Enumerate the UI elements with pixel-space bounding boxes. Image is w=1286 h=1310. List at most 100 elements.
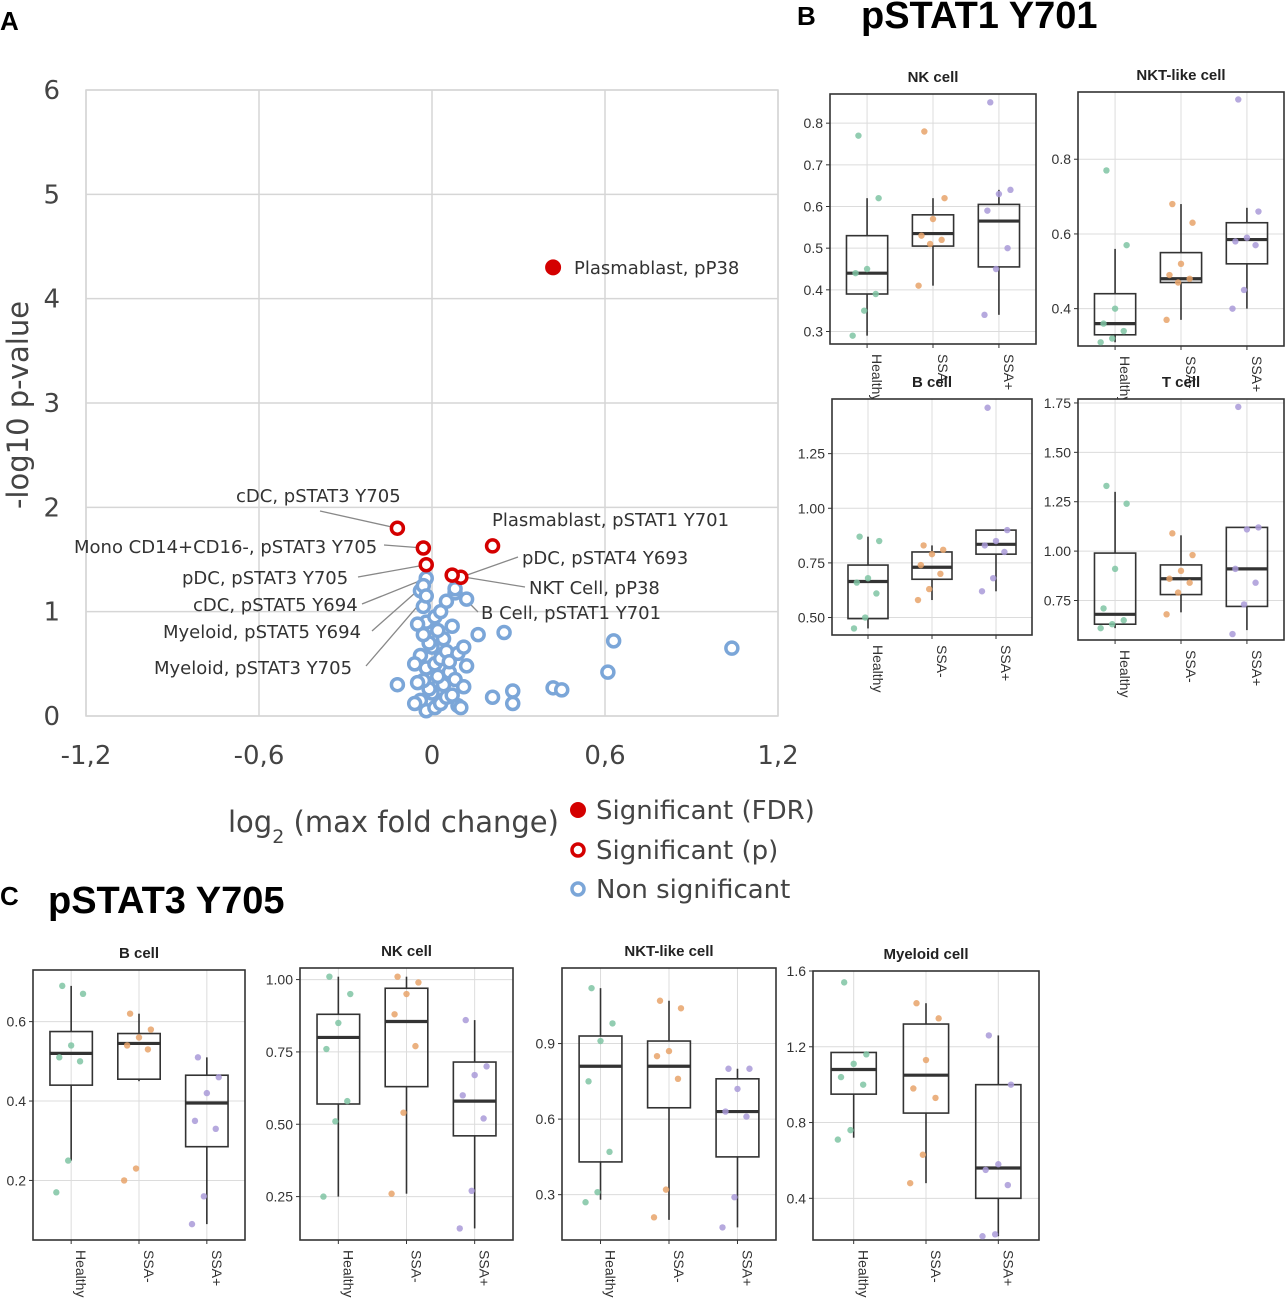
legend-marker-fdr	[570, 802, 586, 818]
volcano-legend: Significant (FDR) Significant (p) Non sign…	[570, 796, 815, 905]
boxplot-point	[323, 1045, 330, 1053]
boxplot-point	[847, 1126, 854, 1134]
volcano-point-label: Mono CD14+CD16-, pSTAT3 Y705	[74, 537, 377, 558]
volcano-point	[458, 591, 475, 607]
boxplot-y-tick-label: 0.4	[7, 1093, 27, 1109]
volcano-point-label: B Cell, pSTAT1 Y701	[481, 603, 661, 624]
panel-c-title: pSTAT3 Y705	[48, 880, 285, 922]
boxplot-point	[855, 132, 862, 139]
boxplot-x-tick-label: Healthy	[73, 1250, 89, 1297]
boxplot-point	[922, 1056, 930, 1064]
boxplot-point	[1252, 241, 1259, 249]
boxplot-point	[347, 990, 354, 998]
boxplot-y-tick-label: 0.4	[804, 282, 824, 298]
boxplot-title: NK cell	[908, 69, 959, 86]
boxplot-point	[1120, 617, 1127, 624]
volcano-point	[444, 618, 460, 635]
boxplot-x-tick-label: SSA+	[1249, 356, 1265, 392]
boxplot-point	[734, 1085, 741, 1093]
volcano-point	[409, 616, 426, 632]
volcano-point-label: Myeloid, pSTAT3 Y705	[154, 658, 352, 679]
boxplot-point	[79, 990, 87, 998]
boxplot-point	[1108, 335, 1116, 342]
boxplot-b-cell: B cell 0.2 0.4 0.6 Healthy SSA- SSA+	[7, 945, 246, 1297]
boxplot-point	[864, 574, 872, 582]
boxplot-x-tick-label: Healthy	[1117, 356, 1133, 403]
boxplot-point	[1111, 565, 1119, 573]
boxplot-point	[863, 265, 871, 273]
volcano-point-label: cDC, pSTAT5 Y694	[193, 595, 358, 616]
boxplot-x-tick-label: SSA-	[934, 645, 950, 678]
boxplot-point	[1108, 620, 1116, 628]
boxplot-point	[412, 1042, 419, 1050]
boxplot-box	[1093, 292, 1137, 336]
boxplot-x-tick-label: SSA+	[209, 1250, 225, 1286]
boxplot-y-tick-label: 0.25	[266, 1189, 293, 1205]
boxplot-point	[913, 1000, 920, 1007]
volcano-callout-line	[357, 564, 427, 578]
boxplot-point	[483, 1063, 490, 1070]
volcano-point	[406, 695, 423, 712]
boxplot-x-tick-label: SSA-	[1183, 356, 1199, 389]
boxplot-point	[928, 550, 936, 558]
boxplot-point	[332, 1118, 339, 1125]
boxplot-point	[919, 1151, 927, 1158]
boxplot-box	[452, 1061, 497, 1137]
boxplot-title: Myeloid cell	[883, 946, 968, 963]
volcano-point	[470, 626, 486, 643]
volcano-point	[453, 699, 469, 716]
boxplot-point	[609, 1020, 616, 1027]
boxplot-point	[126, 1010, 134, 1017]
volcano-callout-line	[361, 577, 427, 605]
volcano-point	[504, 683, 521, 699]
boxplot-y-tick-label: 1.75	[1044, 395, 1071, 411]
volcano-point	[545, 259, 562, 276]
boxplot-point	[1100, 605, 1107, 612]
boxplot-point	[468, 1187, 475, 1195]
boxplot-point	[872, 290, 879, 298]
boxplot-y-tick-label: 1.00	[798, 500, 825, 516]
boxplot-point	[1240, 601, 1248, 608]
boxplot-point	[203, 1089, 211, 1097]
boxplot-y-tick-label: 1.25	[798, 446, 825, 462]
boxplot-y-tick-label: 0.75	[1044, 592, 1071, 608]
boxplot-point	[863, 1051, 870, 1058]
boxplot-point	[388, 1190, 395, 1197]
boxplot-point	[1100, 320, 1107, 327]
boxplot-point	[1111, 305, 1119, 312]
volcano-point	[458, 658, 475, 674]
boxplot-point	[876, 537, 883, 545]
boxplot-y-tick-label: 1.2	[787, 1039, 807, 1055]
volcano-point-label: pDC, pSTAT3 Y705	[182, 568, 348, 589]
boxplot-point	[1169, 200, 1176, 208]
boxplot-point	[850, 625, 858, 632]
boxplot-point	[984, 207, 991, 214]
panel-b-boxplots: NK cell 0.3 0.4 0.5 0.6 0.7 0.8 Healthy SSA- SSA+…	[798, 67, 1285, 697]
boxplot-point	[932, 1094, 939, 1102]
boxplot-point	[1186, 275, 1193, 282]
volcano-point	[554, 682, 570, 698]
boxplot-y-tick-label: 0.4	[787, 1190, 807, 1206]
boxplot-point	[1235, 96, 1242, 103]
boxplot-x-tick-label: SSA+	[1000, 1250, 1016, 1286]
boxplot-point	[1243, 234, 1251, 241]
boxplot-point	[1097, 624, 1104, 632]
boxplot-y-tick-label: 1.6	[787, 963, 807, 979]
boxplot-point	[588, 984, 595, 992]
boxplot-point	[984, 404, 991, 411]
volcano-x-tick-label: 1,2	[757, 741, 798, 771]
volcano-y-tick-label: 3	[43, 389, 60, 419]
boxplot-y-tick-label: 0.50	[798, 610, 825, 626]
boxplot-y-tick-label: 0.75	[266, 1044, 293, 1060]
boxplot-y-tick-label: 0.6	[7, 1014, 27, 1030]
boxplot-box	[975, 529, 1017, 555]
boxplot-point	[1232, 565, 1239, 573]
panel-label-a: A	[0, 6, 19, 36]
boxplot-point	[978, 588, 986, 595]
boxplot-point	[582, 1199, 589, 1206]
boxplot-point	[1232, 238, 1239, 245]
boxplot-point	[990, 574, 997, 582]
boxplot-point	[991, 1231, 999, 1238]
volcano-point	[484, 538, 501, 554]
